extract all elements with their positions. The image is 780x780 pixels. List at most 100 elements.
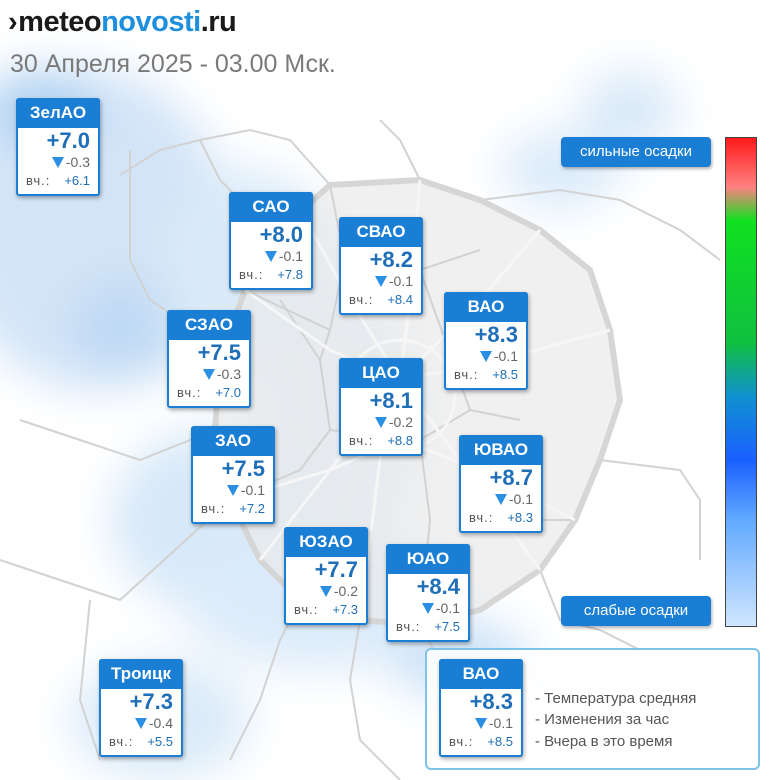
down-triangle-icon — [264, 251, 277, 262]
precipitation-color-scale — [725, 137, 757, 627]
average-temperature: +8.3 — [469, 689, 513, 714]
yesterday-value: +7.8 — [277, 267, 303, 282]
district-card-zelao[interactable]: ЗелАО +7.0 -0.3 вч.: +6.1 — [16, 98, 100, 196]
hourly-change: -0.3 — [51, 154, 90, 170]
logo-text-novosti: novosti — [101, 6, 201, 38]
average-temperature: +7.5 — [221, 456, 265, 481]
hourly-change: -0.3 — [202, 366, 241, 382]
yesterday-row: вч.: +7.5 — [396, 619, 460, 634]
district-card-vao[interactable]: ВАО +8.3 -0.1 вч.: +8.5 — [444, 292, 528, 390]
yesterday-label: вч.: — [396, 619, 421, 634]
district-name: ВАО — [444, 292, 528, 322]
average-temperature: +8.4 — [416, 574, 460, 599]
hourly-change: -0.1 — [479, 348, 518, 364]
strong-precipitation-label: сильные осадки — [561, 137, 711, 167]
yesterday-label: вч.: — [109, 734, 134, 749]
yesterday-label: вч.: — [239, 267, 264, 282]
down-triangle-icon — [319, 586, 332, 597]
yesterday-row: вч.: +7.8 — [239, 267, 303, 282]
yesterday-label: вч.: — [26, 173, 51, 188]
average-temperature: +8.7 — [489, 465, 533, 490]
hourly-change: -0.1 — [421, 600, 460, 616]
down-triangle-icon — [134, 718, 147, 729]
legend-average-temperature: - Температура средняя — [535, 690, 697, 707]
district-name: ЦАО — [339, 358, 423, 388]
yesterday-value: +7.5 — [434, 619, 460, 634]
hourly-change-value: -0.4 — [148, 715, 173, 731]
hourly-change: -0.2 — [374, 414, 413, 430]
hourly-change-value: -0.2 — [333, 583, 358, 599]
hourly-change-value: -0.2 — [388, 414, 413, 430]
yesterday-label: вч.: — [349, 292, 374, 307]
district-name: Троицк — [99, 659, 183, 689]
district-card-zao[interactable]: ЗАО +7.5 -0.1 вч.: +7.2 — [191, 426, 275, 524]
district-name: ЮЗАО — [284, 527, 368, 557]
yesterday-row: вч.: +6.1 — [26, 173, 90, 188]
down-triangle-icon — [374, 417, 387, 428]
district-card-yuzao[interactable]: ЮЗАО +7.7 -0.2 вч.: +7.3 — [284, 527, 368, 625]
hourly-change: -0.4 — [134, 715, 173, 731]
yesterday-value: +8.5 — [492, 367, 518, 382]
hourly-change-value: -0.1 — [240, 482, 265, 498]
average-temperature: +7.5 — [197, 340, 241, 365]
average-temperature: +8.3 — [474, 322, 518, 347]
average-temperature: +7.7 — [314, 557, 358, 582]
district-card-svao[interactable]: СВАО +8.2 -0.1 вч.: +8.4 — [339, 217, 423, 315]
down-triangle-icon — [421, 603, 434, 614]
yesterday-label: вч.: — [449, 734, 474, 749]
logo-chevron-icon: › — [8, 6, 18, 38]
yesterday-label: вч.: — [177, 385, 202, 400]
hourly-change-value: -0.1 — [435, 600, 460, 616]
yesterday-row: вч.: +8.3 — [469, 510, 533, 525]
site-logo[interactable]: ›meteonovosti.ru — [8, 6, 237, 39]
hourly-change-value: -0.3 — [216, 366, 241, 382]
yesterday-row: вч.: +7.3 — [294, 602, 358, 617]
yesterday-value: +8.3 — [507, 510, 533, 525]
district-card-sao[interactable]: САО +8.0 -0.1 вч.: +7.8 — [229, 192, 313, 290]
district-name: ЗАО — [191, 426, 275, 456]
yesterday-value: +7.2 — [239, 501, 265, 516]
yesterday-label: вч.: — [469, 510, 494, 525]
district-card-tsao[interactable]: ЦАО +8.1 -0.2 вч.: +8.8 — [339, 358, 423, 456]
district-name: ВАО — [439, 659, 523, 689]
district-name: ЮАО — [386, 544, 470, 574]
average-temperature: +8.0 — [259, 222, 303, 247]
yesterday-row: вч.: +8.8 — [349, 433, 413, 448]
yesterday-value: +7.3 — [332, 602, 358, 617]
hourly-change-value: -0.1 — [388, 273, 413, 289]
district-card-yuvao[interactable]: ЮВАО +8.7 -0.1 вч.: +8.3 — [459, 435, 543, 533]
down-triangle-icon — [51, 157, 64, 168]
legend-hourly-change: - Изменения за час — [535, 711, 670, 728]
average-temperature: +7.0 — [46, 128, 90, 153]
hourly-change: -0.1 — [474, 715, 513, 731]
weak-precipitation-label: слабые осадки — [561, 596, 711, 626]
hourly-change: -0.1 — [494, 491, 533, 507]
district-name: ЮВАО — [459, 435, 543, 465]
district-name: ЗелАО — [16, 98, 100, 128]
yesterday-row: вч.: +8.5 — [454, 367, 518, 382]
yesterday-row: вч.: +8.5 — [449, 734, 513, 749]
yesterday-value: +8.8 — [387, 433, 413, 448]
district-card-szao[interactable]: СЗАО +7.5 -0.3 вч.: +7.0 — [167, 310, 251, 408]
average-temperature: +7.3 — [129, 689, 173, 714]
hourly-change-value: -0.3 — [65, 154, 90, 170]
hourly-change: -0.1 — [226, 482, 265, 498]
yesterday-value: +6.1 — [64, 173, 90, 188]
yesterday-value: +7.0 — [215, 385, 241, 400]
yesterday-row: вч.: +7.2 — [201, 501, 265, 516]
hourly-change: -0.2 — [319, 583, 358, 599]
yesterday-value: +8.4 — [387, 292, 413, 307]
hourly-change-value: -0.1 — [508, 491, 533, 507]
yesterday-label: вч.: — [454, 367, 479, 382]
hourly-change-value: -0.1 — [493, 348, 518, 364]
hourly-change-value: -0.1 — [278, 248, 303, 264]
yesterday-row: вч.: +7.0 — [177, 385, 241, 400]
yesterday-value: +8.5 — [487, 734, 513, 749]
district-card-troitsk[interactable]: Троицк +7.3 -0.4 вч.: +5.5 — [99, 659, 183, 757]
district-name: СВАО — [339, 217, 423, 247]
district-card-yuao[interactable]: ЮАО +8.4 -0.1 вч.: +7.5 — [386, 544, 470, 642]
yesterday-row: вч.: +5.5 — [109, 734, 173, 749]
forecast-datetime: 30 Апреля 2025 - 03.00 Мск. — [10, 50, 336, 78]
yesterday-label: вч.: — [349, 433, 374, 448]
district-name: СЗАО — [167, 310, 251, 340]
